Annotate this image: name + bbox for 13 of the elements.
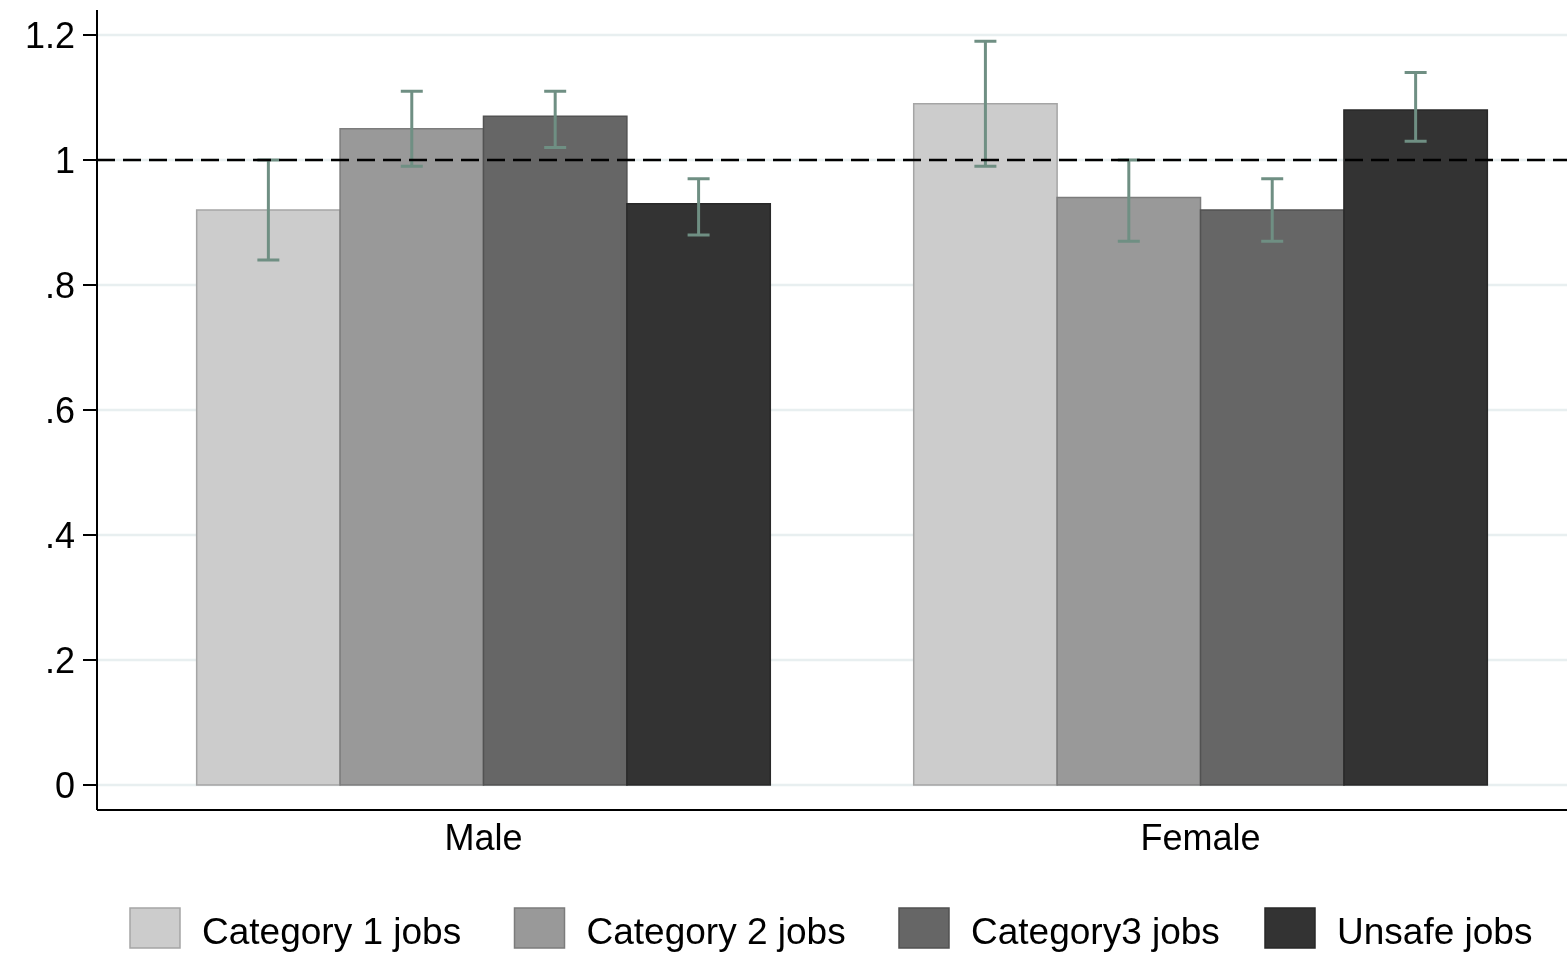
y-tick-label: 1.2 xyxy=(24,14,75,56)
y-tick-label: .8 xyxy=(44,264,75,306)
legend-label: Category3 jobs xyxy=(971,911,1220,952)
y-tick-label: 0 xyxy=(54,764,75,806)
y-tick-label: 1 xyxy=(54,139,75,181)
y-tick-label: .2 xyxy=(44,639,75,681)
legend-label: Category 1 jobs xyxy=(202,911,462,952)
x-tick-label: Male xyxy=(444,817,523,858)
legend-label: Unsafe jobs xyxy=(1337,911,1533,952)
y-tick-label: .6 xyxy=(44,389,75,431)
x-tick-label: Female xyxy=(1140,817,1261,858)
y-tick-label: .4 xyxy=(44,514,75,556)
legend-label: Category 2 jobs xyxy=(586,911,846,952)
